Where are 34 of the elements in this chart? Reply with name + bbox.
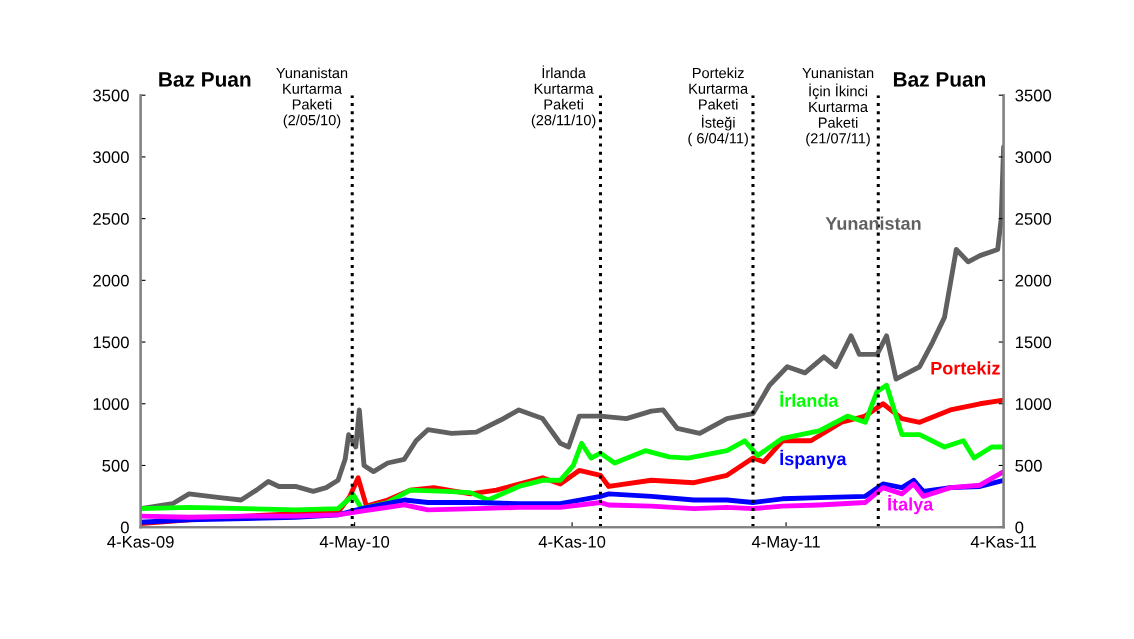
y2-tick-label: 1000	[1015, 398, 1052, 410]
y2-tick-label: 3000	[1015, 151, 1052, 164]
y2-tick-label: 0	[1015, 521, 1024, 534]
x-tick-label: 4-Kas-09	[107, 535, 174, 548]
x-tick-label: 4-Kas-10	[538, 535, 606, 548]
x-tick-label: 4-May-10	[319, 535, 390, 552]
y2-tick-label: 2000	[1015, 274, 1052, 287]
x-tick-label: 4-Kas-11	[970, 536, 1036, 548]
y-tick-label: 2500	[93, 213, 129, 225]
y2-axis-title: Baz Puan	[893, 72, 986, 87]
y-tick-label: 2000	[93, 274, 129, 287]
ref-line-label: Yunanistan İçin İkinci Kurtarma Paketi (21/07/11)	[802, 67, 874, 147]
y-tick-label: 0	[120, 521, 129, 534]
y2-tick-label: 500	[1015, 459, 1042, 472]
y-axis-title: Baz Puan	[159, 72, 251, 87]
series-label: Portekiz	[931, 361, 1000, 375]
series-label: İrlanda	[780, 391, 839, 407]
y-tick-label: 1000	[93, 398, 129, 410]
y2-tick-label: 3500	[1015, 89, 1052, 102]
y-tick-label: 3500	[93, 89, 129, 102]
series-label: İtalya	[888, 495, 934, 515]
ref-line-label: Yunanistan Kurtarma Paketi (2/05/10)	[276, 67, 348, 129]
line-series	[140, 469, 1004, 520]
series-label: İspanya	[780, 449, 847, 469]
ref-line-label: Portekiz Kurtarma Paketi İsteği ( 6/04/11)	[688, 67, 749, 147]
y-tick-label: 500	[102, 459, 129, 472]
text: Yunanistan	[825, 216, 921, 230]
ref-line-label: İrlanda Kurtarma Paketi (28/11/10)	[531, 65, 596, 129]
y2-tick-label: 1500	[1015, 336, 1052, 349]
y-tick-label: 1500	[93, 336, 129, 349]
y2-tick-label: 2500	[1015, 213, 1052, 225]
line-series	[140, 382, 1004, 513]
x-tick-label: 4-May-11	[751, 536, 820, 552]
y-tick-label: 3000	[93, 151, 129, 164]
